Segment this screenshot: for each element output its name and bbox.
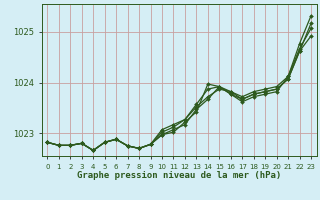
X-axis label: Graphe pression niveau de la mer (hPa): Graphe pression niveau de la mer (hPa) bbox=[77, 171, 281, 180]
